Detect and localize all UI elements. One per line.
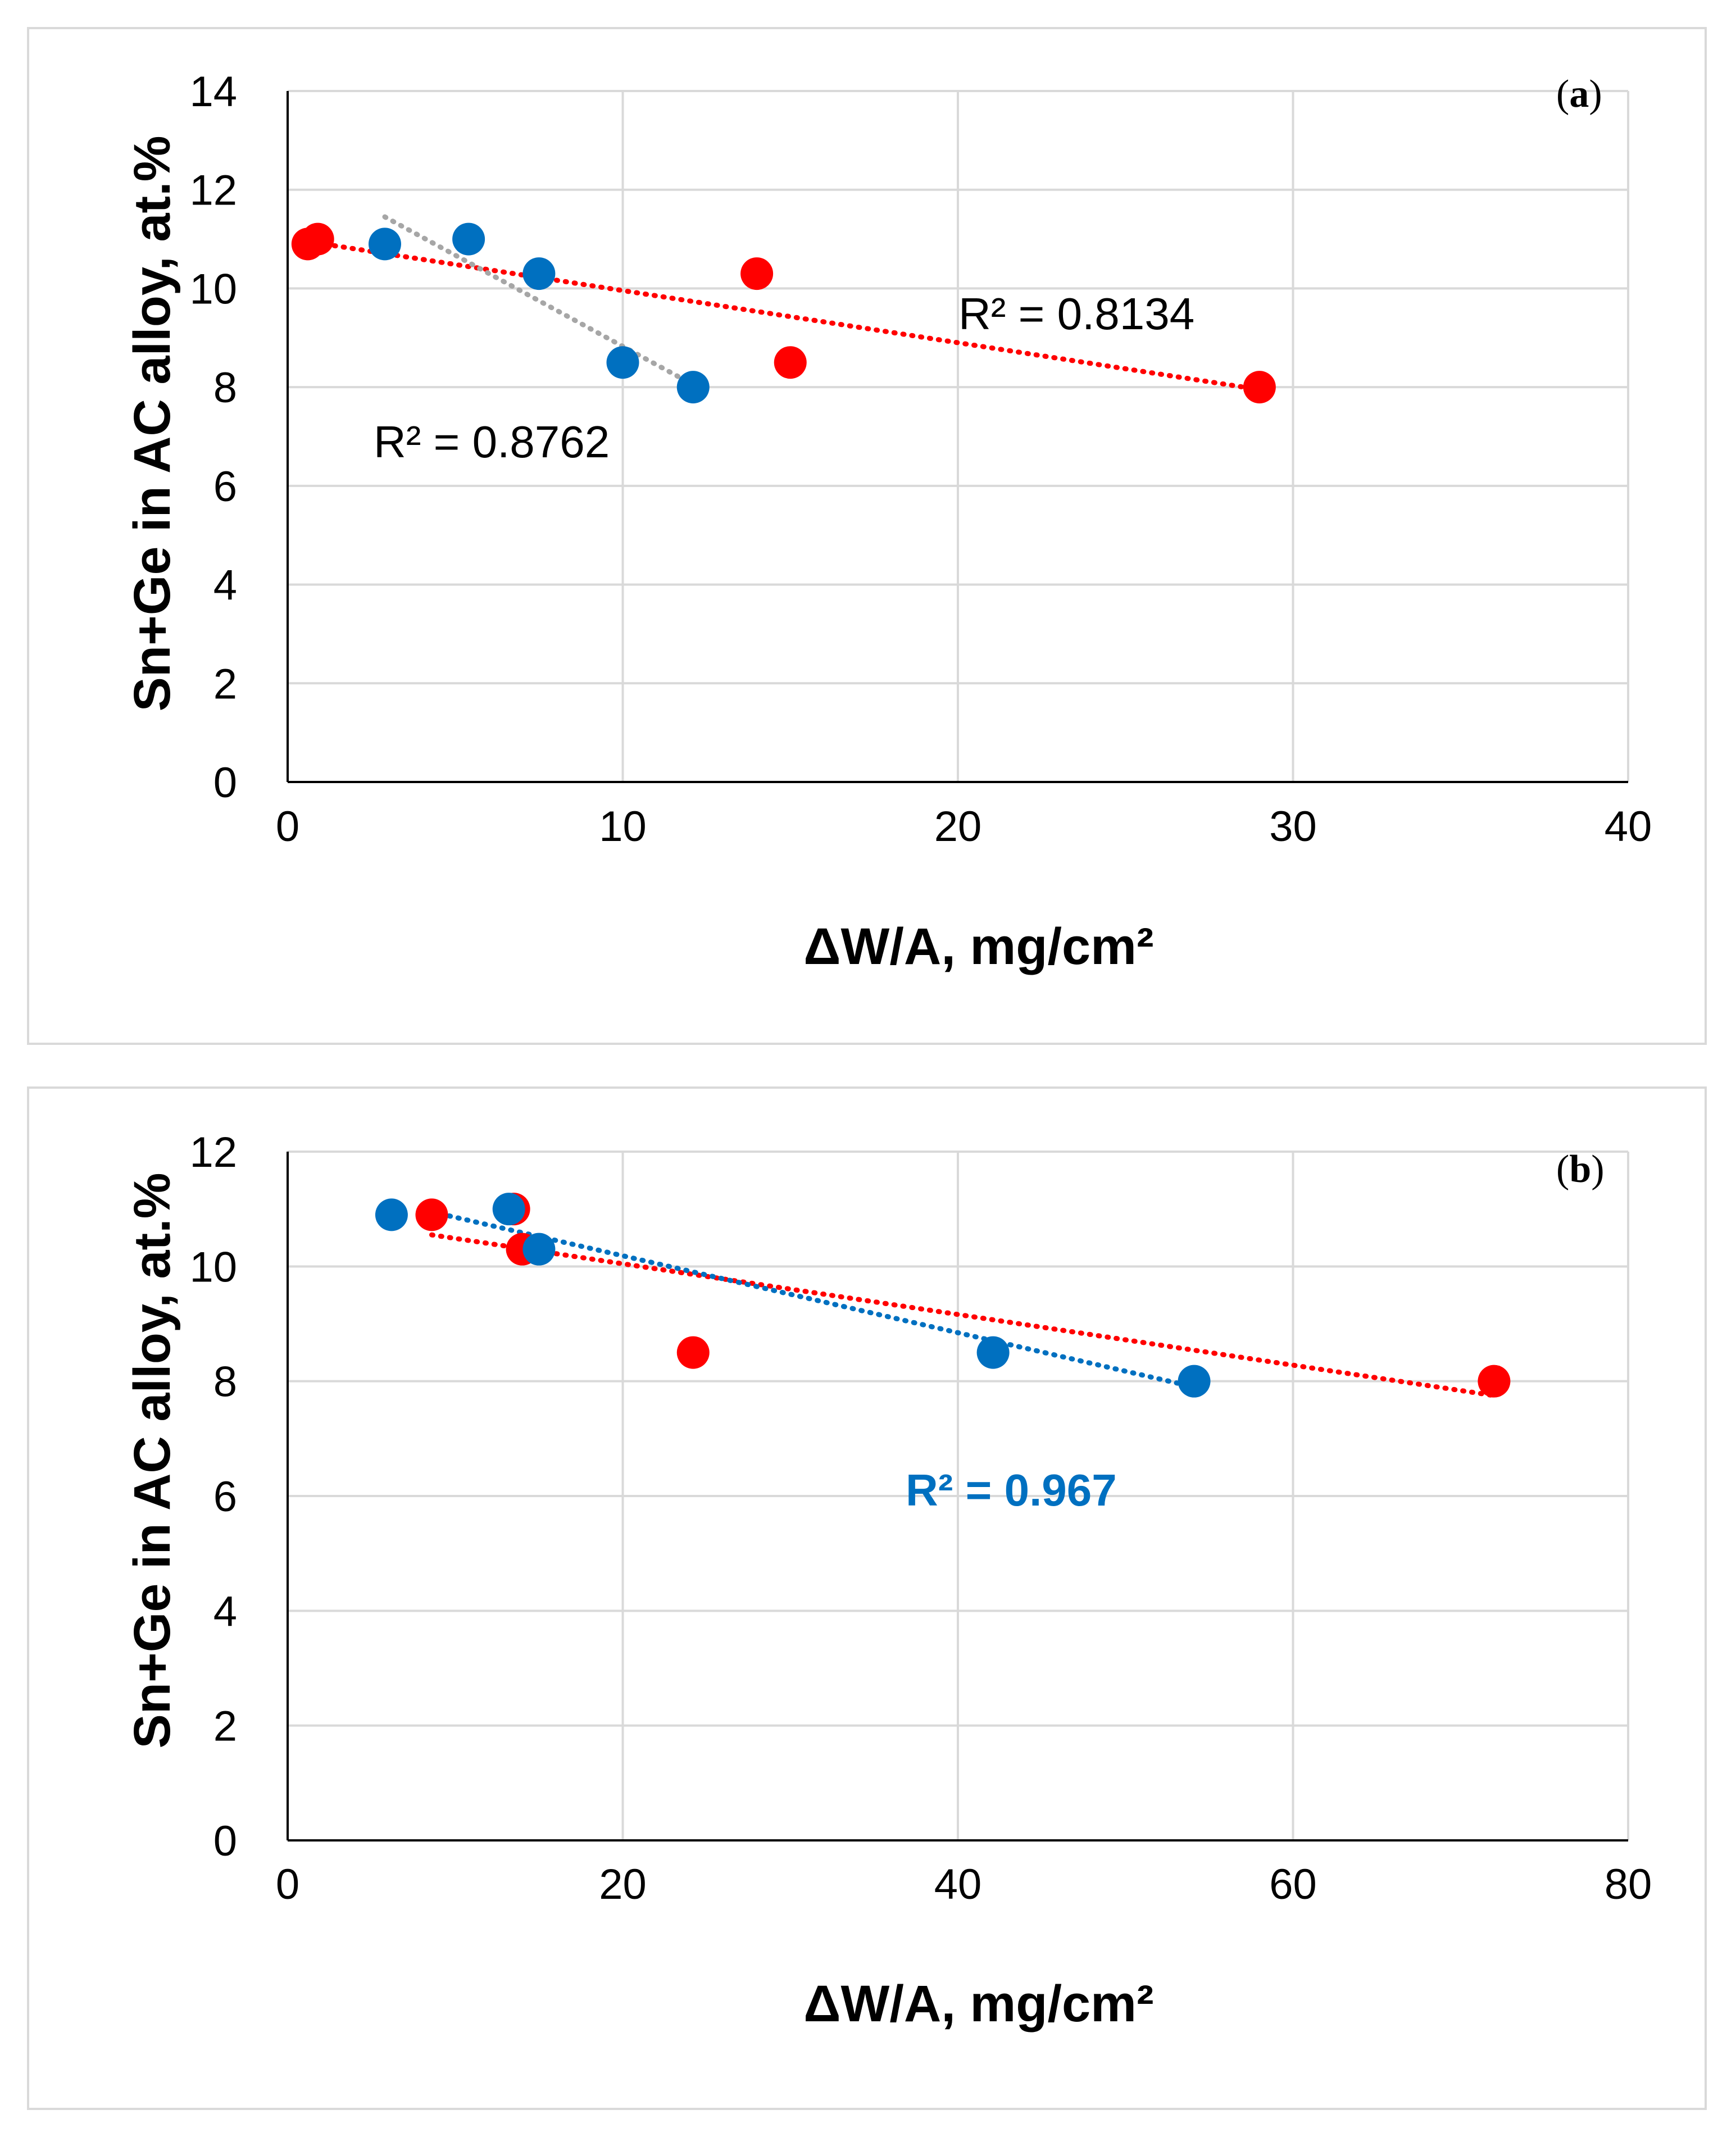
y-tick-labels: 0 2 4 6 8 10 12 [189, 1129, 237, 1865]
x-tick-label: 0 [276, 803, 299, 851]
data-point-red [1478, 1365, 1511, 1398]
y-tick-label: 10 [189, 1243, 237, 1291]
y-tick-label: 12 [189, 167, 237, 215]
panel-letter: b [1569, 1148, 1591, 1191]
y-tick-label: 4 [213, 1588, 237, 1635]
data-point-blue [1178, 1365, 1211, 1398]
r2-label-blue: R² = 0.967 [906, 1465, 1117, 1515]
x-tick-labels: 0 10 20 30 40 [276, 803, 1652, 851]
y-axis-title: Sn+Ge in AC alloy, at.% [124, 1172, 181, 1748]
chart-panel-b: 0 20 40 60 80 0 2 4 6 8 10 12 (b) Sn+Ge in AC allo… [27, 1086, 1707, 2110]
trendlines [305, 214, 1262, 393]
data-points [291, 222, 1276, 404]
x-tick-label: 60 [1269, 1861, 1317, 1908]
y-tick-label: 0 [213, 759, 237, 807]
data-point-blue [676, 371, 710, 404]
axes [287, 1152, 1628, 1842]
data-point-blue [492, 1193, 525, 1226]
x-tick-label: 30 [1269, 803, 1317, 851]
y-tick-label: 6 [213, 463, 237, 511]
x-tick-label: 20 [934, 803, 982, 851]
data-point-red [415, 1198, 448, 1231]
trendline-red [429, 1232, 1497, 1398]
trendline-blue [382, 214, 696, 388]
y-tick-label: 6 [213, 1473, 237, 1521]
y-tick-label: 2 [213, 1703, 237, 1750]
data-point-blue [375, 1198, 408, 1231]
x-axis-title: ΔW/A, mg/cm² [803, 918, 1153, 975]
chart-a-svg: 0 10 20 30 40 0 2 4 6 8 10 12 14 (a) Sn+Ge in AC al… [124, 68, 1652, 975]
data-point-red [676, 1336, 710, 1369]
gridlines [288, 1151, 1629, 1840]
panel-letter: a [1569, 72, 1589, 116]
y-tick-label: 8 [213, 1358, 237, 1406]
y-axis-title: Sn+Ge in AC alloy, at.% [124, 135, 181, 711]
trendline-red [305, 239, 1262, 393]
y-tick-labels: 0 2 4 6 8 10 12 14 [189, 68, 237, 807]
x-tick-label: 40 [934, 1861, 982, 1908]
data-point-blue [976, 1336, 1010, 1369]
y-tick-label: 2 [213, 660, 237, 708]
data-points [375, 1193, 1511, 1398]
axes [287, 91, 1628, 783]
data-point-blue [606, 346, 639, 379]
y-tick-label: 10 [189, 265, 237, 313]
data-point-red [774, 346, 807, 379]
r2-label-red: R² = 0.8134 [958, 289, 1194, 339]
data-point-red [301, 222, 334, 256]
y-tick-label: 14 [189, 68, 237, 116]
data-point-red [740, 257, 774, 290]
x-tick-label: 20 [599, 1861, 647, 1908]
chart-panel-a: 0 10 20 30 40 0 2 4 6 8 10 12 14 (a) Sn+Ge in AC al… [27, 27, 1707, 1045]
panel-label: (a) [1556, 72, 1602, 116]
y-tick-label: 4 [213, 562, 237, 610]
y-tick-label: 12 [189, 1129, 237, 1176]
y-tick-label: 8 [213, 364, 237, 412]
r2-label-blue: R² = 0.8762 [374, 417, 610, 467]
x-tick-label: 10 [599, 803, 647, 851]
trendlines [429, 1209, 1497, 1398]
panel-label: (b) [1556, 1148, 1605, 1191]
x-tick-label: 0 [276, 1861, 299, 1908]
x-tick-labels: 0 20 40 60 80 [276, 1861, 1652, 1908]
data-point-red [1243, 371, 1276, 404]
data-point-blue [522, 1233, 556, 1266]
data-point-blue [522, 257, 556, 290]
x-tick-label: 40 [1605, 803, 1652, 851]
y-tick-label: 0 [213, 1817, 237, 1865]
chart-b-svg: 0 20 40 60 80 0 2 4 6 8 10 12 (b) Sn+Ge in AC allo… [124, 1129, 1652, 2033]
data-point-blue [368, 228, 401, 261]
data-point-blue [452, 222, 485, 256]
x-axis-title: ΔW/A, mg/cm² [803, 1975, 1153, 2033]
x-tick-label: 80 [1605, 1861, 1652, 1908]
